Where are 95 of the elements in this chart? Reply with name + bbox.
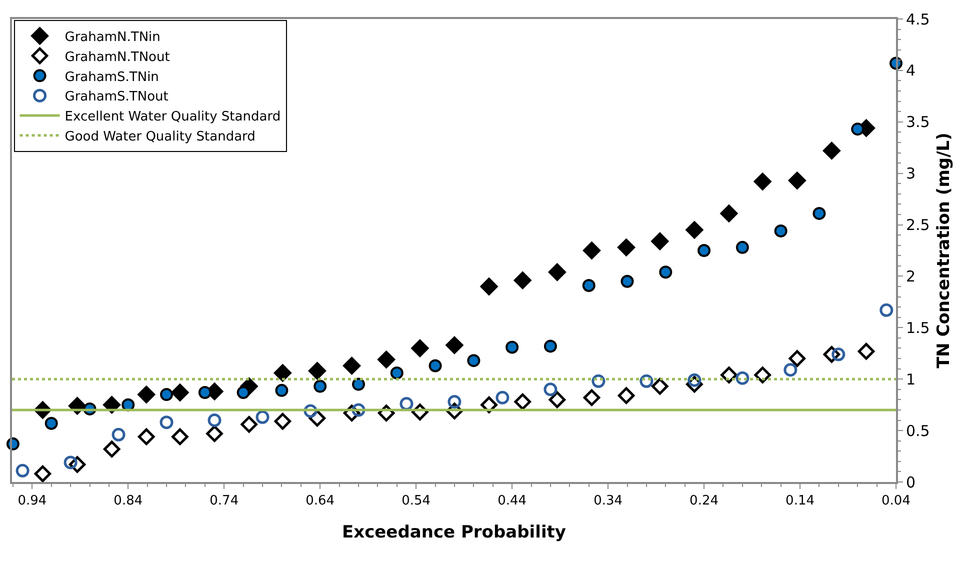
- point: [390, 366, 404, 380]
- point: [582, 242, 601, 260]
- legend-label: GrahamN.TNout: [64, 50, 170, 65]
- point: [16, 464, 30, 478]
- point: [256, 410, 270, 424]
- point: [496, 390, 510, 404]
- point: [812, 206, 826, 220]
- x-tick-label: 0.94: [18, 494, 47, 509]
- point: [44, 416, 58, 430]
- point: [514, 393, 532, 410]
- y-tick-label: 3.5: [906, 113, 930, 132]
- y-axis-title: TN Concentration (mg/L): [934, 132, 954, 368]
- y-tick-label: 4: [906, 62, 916, 80]
- point: [314, 380, 327, 393]
- point: [548, 263, 566, 281]
- point: [736, 240, 749, 254]
- y-tick-label: 1.5: [906, 318, 930, 337]
- point: [544, 382, 558, 396]
- point: [617, 238, 636, 256]
- legend-label: GrahamN.TNin: [64, 30, 160, 45]
- point: [103, 440, 120, 458]
- point: [467, 354, 480, 368]
- point: [34, 465, 52, 482]
- point: [698, 244, 711, 257]
- point: [480, 278, 498, 296]
- y-tick-label: 3: [906, 164, 916, 183]
- point: [651, 232, 669, 250]
- y-tick-label: 0: [906, 473, 916, 492]
- point: [448, 395, 462, 408]
- point: [160, 388, 174, 402]
- point: [592, 374, 606, 388]
- x-tick-label: 0.64: [306, 494, 335, 509]
- legend-label: Excellent Water Quality Standard: [64, 110, 281, 125]
- point: [720, 204, 738, 222]
- x-tick-label: 0.84: [114, 494, 143, 509]
- point: [659, 266, 672, 279]
- point: [858, 342, 875, 360]
- point: [822, 142, 840, 160]
- point: [620, 274, 634, 288]
- y-tick-label: 1: [906, 370, 916, 388]
- x-tick-label: 0.54: [402, 494, 431, 509]
- point: [275, 384, 288, 397]
- point: [736, 371, 750, 385]
- point: [506, 340, 519, 354]
- point: [788, 350, 806, 367]
- point: [446, 336, 464, 354]
- point: [411, 339, 429, 358]
- point: [618, 387, 635, 404]
- y-tick-label: 4.5: [906, 10, 930, 28]
- point: [686, 221, 704, 239]
- point: [206, 425, 223, 442]
- legend-label: GrahamS.TNin: [64, 70, 159, 85]
- x-tick-label: 0.14: [786, 494, 814, 509]
- point: [544, 340, 557, 353]
- point: [640, 374, 654, 388]
- point: [308, 362, 326, 380]
- point: [548, 391, 566, 408]
- point: [651, 378, 668, 395]
- point: [342, 356, 361, 375]
- point: [428, 359, 442, 372]
- legend-label: GrahamS.TNout: [64, 90, 168, 105]
- y-tick-label: 0.5: [906, 422, 930, 440]
- point: [880, 303, 894, 317]
- point: [112, 428, 126, 442]
- legend-label: Good Water Quality Standard: [64, 129, 256, 144]
- x-tick-label: 0.04: [882, 494, 910, 509]
- point: [788, 172, 806, 190]
- point: [208, 414, 222, 428]
- y-tick-label: 2: [906, 267, 916, 286]
- point: [784, 363, 798, 377]
- x-tick-label: 0.44: [498, 494, 527, 509]
- point: [378, 350, 396, 368]
- point: [754, 366, 771, 384]
- point: [274, 412, 292, 430]
- point: [582, 278, 596, 292]
- point: [160, 416, 174, 430]
- point: [171, 384, 189, 402]
- point: [583, 389, 600, 406]
- x-axis-title: Exceedance Probability: [342, 522, 566, 542]
- point: [138, 428, 155, 446]
- point: [720, 366, 738, 384]
- point: [172, 428, 188, 446]
- point: [138, 386, 156, 404]
- point: [754, 172, 772, 190]
- point: [274, 364, 292, 382]
- y-tick-label: 2.5: [906, 216, 930, 234]
- point: [198, 386, 212, 399]
- point: [352, 378, 365, 391]
- point: [514, 272, 532, 290]
- point: [851, 122, 864, 136]
- point: [774, 224, 788, 238]
- x-tick-label: 0.24: [690, 494, 719, 509]
- x-tick-label: 0.74: [210, 494, 239, 509]
- point: [240, 416, 258, 433]
- x-tick-label: 0.34: [594, 494, 623, 509]
